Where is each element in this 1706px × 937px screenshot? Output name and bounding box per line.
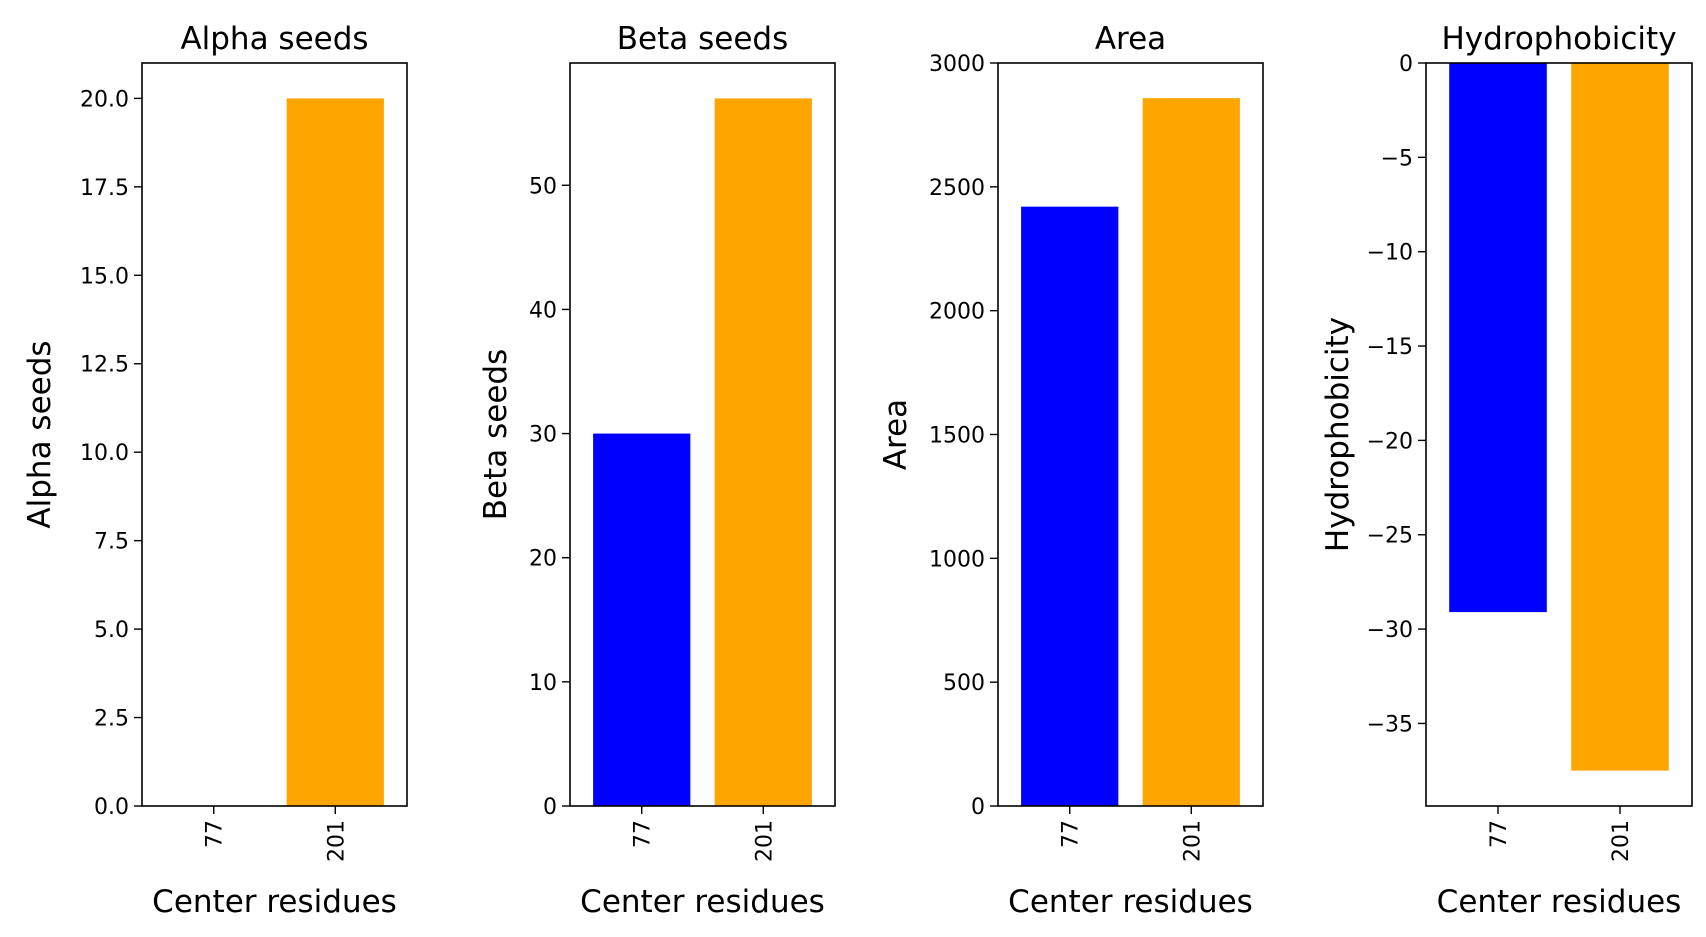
alpha-seeds-bar-201 xyxy=(286,98,384,806)
beta-seeds-ytick-label: 20 xyxy=(529,547,557,572)
alpha-seeds-ytick-label: 20.0 xyxy=(80,87,129,112)
hydrophobicity-ytick-label: −25 xyxy=(1367,524,1413,549)
alpha-seeds-ytick-label: 7.5 xyxy=(94,530,129,555)
beta-seeds-ytick-label: 40 xyxy=(529,298,557,323)
beta-seeds-bar-201 xyxy=(714,98,812,806)
area-title: Area xyxy=(1095,21,1166,57)
beta-seeds-xlabel: Center residues xyxy=(580,884,825,920)
area-ytick-label: 3000 xyxy=(929,52,985,77)
beta-seeds-ylabel: Beta seeds xyxy=(478,349,514,520)
area-ytick-label: 0 xyxy=(971,795,985,820)
beta-seeds-ytick-label: 10 xyxy=(529,671,557,696)
subplot-area: 0 500 1000 1500 2000 2500 3000 77 201 Area Center … xyxy=(878,21,1264,920)
alpha-seeds-xtick-label: 201 xyxy=(324,820,349,862)
alpha-seeds-ylabel: Alpha seeds xyxy=(22,340,58,528)
area-ytick-label: 500 xyxy=(943,671,985,696)
hydrophobicity-ytick-label: −35 xyxy=(1367,712,1413,737)
beta-seeds-axes-frame xyxy=(569,62,836,807)
hydrophobicity-axes-frame xyxy=(1425,62,1693,807)
subplot-beta-seeds: 0 10 20 30 40 50 77 201 Beta seeds Center residue… xyxy=(478,21,836,920)
hydrophobicity-ylabel: Hydrophobicity xyxy=(1320,317,1356,552)
hydrophobicity-xtick-label: 201 xyxy=(1609,820,1634,862)
hydrophobicity-xlabel: Center residues xyxy=(1437,884,1682,920)
alpha-seeds-ytick-label: 17.5 xyxy=(80,176,129,201)
subplot-hydrophobicity: 0 −5 −10 −15 −20 −25 −30 −35 77 201 Hydrophobicity… xyxy=(1320,21,1693,920)
alpha-seeds-ytick-label: 2.5 xyxy=(94,707,129,732)
alpha-seeds-ytick-label: 0.0 xyxy=(94,795,129,820)
alpha-seeds-ytick-label: 15.0 xyxy=(80,264,129,289)
alpha-seeds-xtick-label: 77 xyxy=(203,820,228,848)
subplot-alpha-seeds: 0.0 2.5 5.0 7.5 10.0 12.5 15.0 17.5 20.0 77 201 Alp… xyxy=(22,21,408,920)
hydrophobicity-bar-201 xyxy=(1571,63,1669,771)
beta-seeds-ytick-label: 0 xyxy=(543,795,557,820)
hydrophobicity-ytick-label: −5 xyxy=(1381,146,1413,171)
area-bar-77 xyxy=(1021,206,1119,806)
area-xtick-label: 201 xyxy=(1180,820,1205,862)
beta-seeds-ytick-label: 50 xyxy=(529,174,557,199)
hydrophobicity-ytick-label: −30 xyxy=(1367,618,1413,643)
hydrophobicity-title: Hydrophobicity xyxy=(1441,21,1676,57)
hydrophobicity-bar-77 xyxy=(1449,63,1547,613)
area-ytick-label: 1000 xyxy=(929,547,985,572)
area-ytick-label: 1500 xyxy=(929,424,985,449)
area-ytick-label: 2500 xyxy=(929,176,985,201)
area-xlabel: Center residues xyxy=(1008,884,1253,920)
area-ylabel: Area xyxy=(878,399,914,470)
beta-seeds-xtick-label: 77 xyxy=(631,820,656,848)
alpha-seeds-title: Alpha seeds xyxy=(180,21,368,57)
area-bar-201 xyxy=(1142,98,1240,807)
alpha-seeds-ytick-label: 12.5 xyxy=(80,353,129,378)
beta-seeds-bar-77 xyxy=(593,433,691,806)
beta-seeds-ytick-label: 30 xyxy=(529,423,557,448)
beta-seeds-title: Beta seeds xyxy=(617,21,788,57)
area-xtick-label: 77 xyxy=(1059,820,1084,848)
hydrophobicity-xtick-label: 77 xyxy=(1487,820,1512,848)
alpha-seeds-axes-frame xyxy=(141,62,408,807)
hydrophobicity-ytick-label: 0 xyxy=(1399,52,1413,77)
alpha-seeds-ytick-label: 5.0 xyxy=(94,618,129,643)
hydrophobicity-ytick-label: −15 xyxy=(1367,335,1413,360)
area-ytick-label: 2000 xyxy=(929,300,985,325)
alpha-seeds-ytick-label: 10.0 xyxy=(80,441,129,466)
alpha-seeds-xlabel: Center residues xyxy=(152,884,397,920)
beta-seeds-xtick-label: 201 xyxy=(752,820,777,862)
hydrophobicity-ytick-label: −10 xyxy=(1367,241,1413,266)
hydrophobicity-ytick-label: −20 xyxy=(1367,429,1413,454)
